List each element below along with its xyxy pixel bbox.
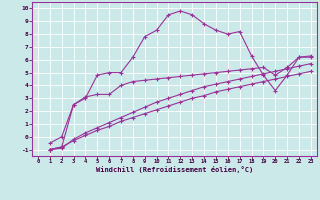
X-axis label: Windchill (Refroidissement éolien,°C): Windchill (Refroidissement éolien,°C) — [96, 166, 253, 173]
